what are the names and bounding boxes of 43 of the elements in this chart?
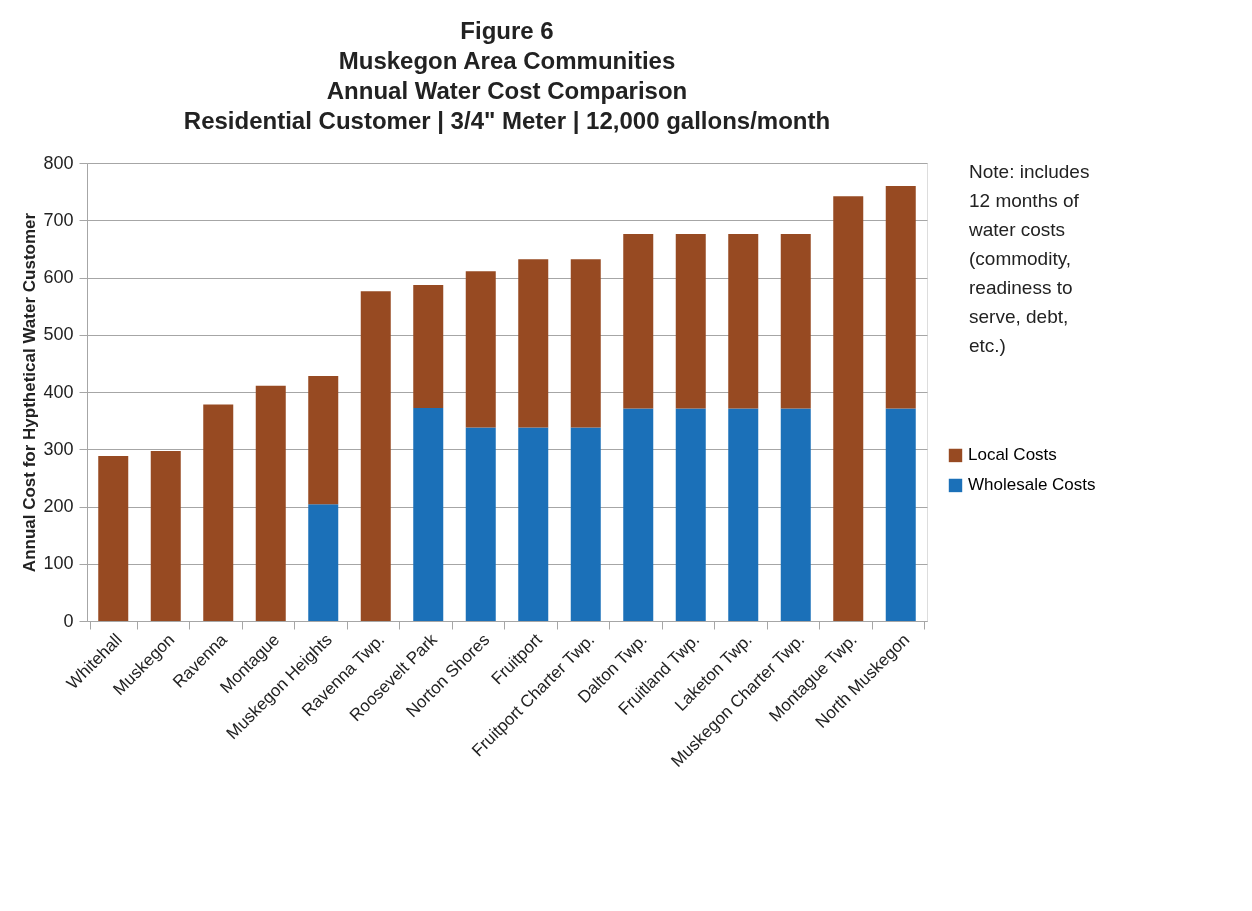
bar bbox=[150, 450, 181, 621]
bar bbox=[255, 385, 286, 621]
y-tick-label: 500 bbox=[43, 324, 74, 345]
bar bbox=[728, 233, 759, 409]
bar bbox=[570, 427, 601, 621]
y-axis-title: Annual Cost for Hypthetical Water Customer bbox=[20, 212, 40, 573]
bar bbox=[308, 375, 339, 505]
bar bbox=[203, 404, 234, 621]
bar bbox=[518, 259, 549, 428]
y-tick-label: 600 bbox=[43, 267, 74, 287]
bar bbox=[885, 408, 916, 621]
bar bbox=[675, 408, 706, 621]
bar bbox=[518, 427, 549, 621]
bar bbox=[623, 233, 654, 409]
bar bbox=[413, 284, 444, 409]
bar bbox=[623, 408, 654, 621]
bar bbox=[780, 408, 811, 621]
y-tick-label: 300 bbox=[43, 438, 74, 459]
bar bbox=[728, 408, 759, 621]
bar bbox=[360, 291, 391, 621]
bar bbox=[413, 408, 444, 621]
text: Residential Customer | 3/4" Meter | 12,000 gallons/month bbox=[183, 107, 831, 134]
bar bbox=[833, 196, 864, 621]
bar bbox=[98, 456, 129, 621]
bar bbox=[465, 271, 496, 428]
bar bbox=[570, 259, 601, 428]
text: Note: includes 12 months of water costs (commodity, readiness to serve, debt, etc.) bbox=[968, 161, 1090, 356]
bar bbox=[780, 233, 811, 409]
bar bbox=[465, 427, 496, 621]
legend-label: Wholesale Costs bbox=[968, 475, 1096, 495]
legend-label: Local Costs bbox=[968, 445, 1057, 465]
text: Annual Water Cost Comparison bbox=[326, 77, 688, 104]
bar bbox=[675, 233, 706, 409]
y-tick-label: 800 bbox=[43, 152, 74, 173]
bar bbox=[885, 185, 916, 409]
y-tick-label: 400 bbox=[43, 381, 74, 402]
y-tick-label: 100 bbox=[43, 553, 74, 574]
text: Figure 6 bbox=[460, 17, 554, 44]
y-tick-label: 0 bbox=[63, 610, 74, 631]
y-tick-label: 200 bbox=[43, 496, 74, 516]
bar bbox=[308, 504, 339, 621]
text: Muskegon Area Communities bbox=[338, 47, 676, 74]
y-tick-label: 700 bbox=[43, 209, 74, 230]
